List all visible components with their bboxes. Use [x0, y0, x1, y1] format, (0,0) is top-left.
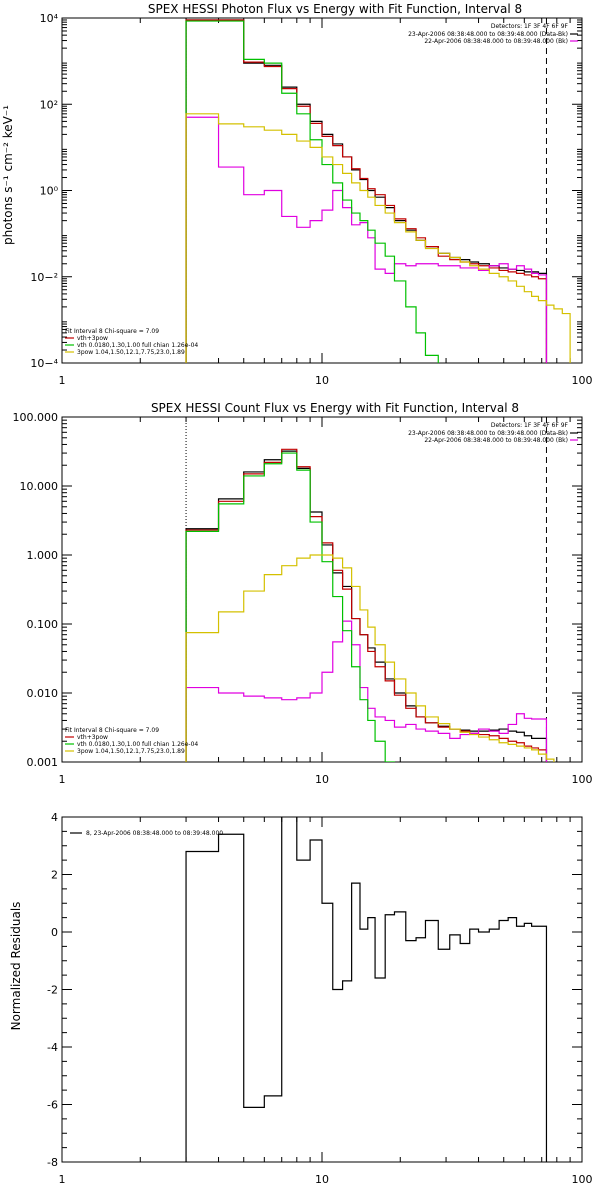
photon-series-group — [185, 19, 571, 363]
photon-series-data-bk — [185, 19, 548, 363]
count-y-tick-label: 100.000 — [13, 411, 59, 424]
photon-series-3pow — [185, 113, 571, 363]
residuals-series-residuals — [185, 817, 548, 1162]
count-series-bk — [185, 620, 548, 762]
residuals-y-tick-label: -2 — [47, 984, 58, 997]
photon-legend-top-right-item: 22-Apr-2006 08:38:48.000 to 08:39:48.000… — [424, 38, 568, 45]
count-y-tick-label: 10.000 — [20, 480, 59, 493]
photon-series-vth-3pow — [185, 19, 548, 363]
count-series-group — [185, 448, 555, 762]
count-detectors-label: Detectors: 1F 3F 4F 6F 9F — [491, 422, 569, 429]
count-y-tick-label: 0.100 — [27, 618, 59, 631]
count-legend-bottom-left-item: 3pow 1.04,1.50,12.1,7.75,23.0,1.89 — [77, 748, 185, 755]
photon-detectors-label: Detectors: 1F 3F 4F 6F 9F — [491, 23, 569, 30]
count-legend-bottom-left-item: vth+3pow — [77, 734, 108, 741]
residuals-panel: Normalized Residuals — [9, 902, 23, 1031]
count-legend-bottom-left-item: vth 0.0180,1.30,1.00 full chian 1.26e-04 — [77, 741, 198, 748]
residuals-series-group — [185, 817, 548, 1162]
count-y-tick-label: 0.001 — [27, 756, 59, 769]
photon-x-tick-label: 10 — [315, 374, 329, 387]
count-y-tick-label: 1.000 — [27, 549, 59, 562]
photon-y-tick-label: 10² — [40, 98, 58, 111]
residuals-y-tick-label: -6 — [47, 1099, 58, 1112]
residuals-y-tick-label: 4 — [51, 811, 58, 824]
photon-y-tick-label: 10⁴ — [40, 12, 59, 25]
count-x-tick-label: 100 — [572, 773, 593, 786]
residuals-y-tick-label: 2 — [51, 869, 58, 882]
photon-legend-top-right-item: 23-Apr-2006 08:38:48.000 to 08:39:48.000… — [408, 31, 568, 38]
residuals-x-tick-label: 100 — [572, 1173, 593, 1186]
residuals-y-tick-label: -8 — [47, 1156, 58, 1169]
photon-plot: 1 10 100 10−⁴ 10−² 10⁰ 10² 10⁴ Detectors: 1F 3F … — [30, 12, 592, 387]
photon-y-tick-label: 10⁰ — [40, 185, 59, 198]
photon-axes-box — [61, 17, 583, 364]
residuals-y-tick-label: -4 — [47, 1041, 58, 1054]
photon-series-vth — [185, 20, 439, 363]
photon-legend-bottom-left-item: 3pow 1.04,1.50,12.1,7.75,23.0,1.89 — [77, 349, 185, 356]
count-y-tick-label: 0.010 — [27, 687, 59, 700]
residuals-plot: 1 10 100 -8 -6 -4 -2 0 2 4 8, 23-Apr-2006 08:38:48… — [47, 811, 592, 1186]
photon-y-tick-label: 10−⁴ — [30, 357, 58, 370]
residuals-y-tick-label: 0 — [51, 926, 58, 939]
photon-y-tick-label: 10−² — [30, 271, 58, 284]
count-panel: SPEX HESSI Count Flux vs Energy with Fit… — [151, 401, 519, 415]
count-title: SPEX HESSI Count Flux vs Energy with Fit… — [151, 401, 519, 415]
count-series-vth — [185, 452, 396, 762]
count-x-tick-label: 10 — [315, 773, 329, 786]
count-plot: 1 10 100 0.001 0.010 0.100 1.000 10.000 100.000 D… — [13, 411, 593, 786]
photon-legend-bottom-left-item: Fit Interval 8 Chi-square = 7.09 — [65, 328, 159, 335]
count-series-3pow — [185, 554, 555, 762]
count-x-tick-label: 1 — [59, 773, 66, 786]
count-legend-bottom-left-item: Fit Interval 8 Chi-square = 7.09 — [65, 727, 159, 734]
count-legend-top-right-item: 23-Apr-2006 08:38:48.000 to 08:39:48.000… — [408, 430, 568, 437]
count-axes-box — [61, 416, 583, 763]
photon-x-tick-label: 100 — [572, 374, 593, 387]
photon-legend-bottom-left-item: vth 0.0180,1.30,1.00 full chian 1.26e-04 — [77, 342, 198, 349]
residuals-y-label: Normalized Residuals — [9, 902, 23, 1031]
residuals-x-tick-label: 1 — [59, 1173, 66, 1186]
photon-title: SPEX HESSI Photon Flux vs Energy with Fi… — [148, 2, 522, 16]
residuals-legend-top-left-item: 8, 23-Apr-2006 08:38:48.000 to 08:39:48.… — [86, 830, 223, 837]
count-legend-top-right-item: 22-Apr-2006 08:38:48.000 to 08:39:48.000… — [424, 437, 568, 444]
photon-y-label: photons s⁻¹ cm⁻² keV⁻¹ — [1, 105, 15, 245]
residuals-x-tick-label: 10 — [315, 1173, 329, 1186]
photon-series-bk — [185, 116, 548, 363]
photon-legend-bottom-left-item: vth+3pow — [77, 335, 108, 342]
photon-panel: SPEX HESSI Photon Flux vs Energy with Fi… — [1, 2, 522, 245]
count-series-vth-3pow — [185, 448, 548, 762]
photon-x-tick-label: 1 — [59, 374, 66, 387]
